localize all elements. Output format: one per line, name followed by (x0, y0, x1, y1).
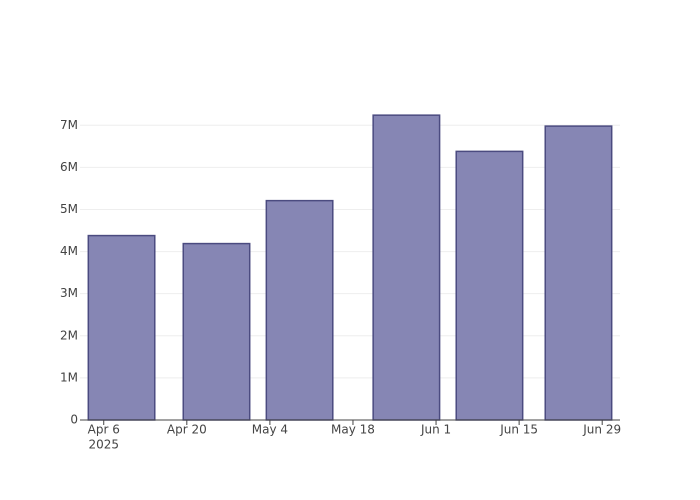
y-tick-label: 6M (60, 160, 78, 174)
bar (544, 125, 613, 421)
x-tick-label: May 18 (331, 423, 375, 437)
x-tick-sublabel: 2025 (88, 438, 119, 452)
x-tick-label: May 4 (252, 423, 288, 437)
x-tick-label: Jun 1 (420, 423, 451, 437)
y-tick-label: 4M (60, 244, 78, 258)
y-tick-label: 1M (60, 370, 78, 384)
y-tick-label: 7M (60, 118, 78, 132)
bar (265, 199, 334, 421)
y-tick-label: 5M (60, 202, 78, 216)
bar (87, 234, 156, 421)
bar (455, 150, 524, 421)
y-tick-label: 3M (60, 286, 78, 300)
x-tick-label: Apr 20 (167, 423, 207, 437)
bar (182, 242, 251, 421)
x-tick-label: Jun 15 (499, 423, 538, 437)
y-tick-label: 2M (60, 328, 78, 342)
bar (372, 114, 441, 421)
y-tick-label: 0 (70, 413, 78, 427)
x-tick-label: Apr 6 (88, 423, 120, 437)
x-tick-label: Jun 29 (582, 423, 621, 437)
